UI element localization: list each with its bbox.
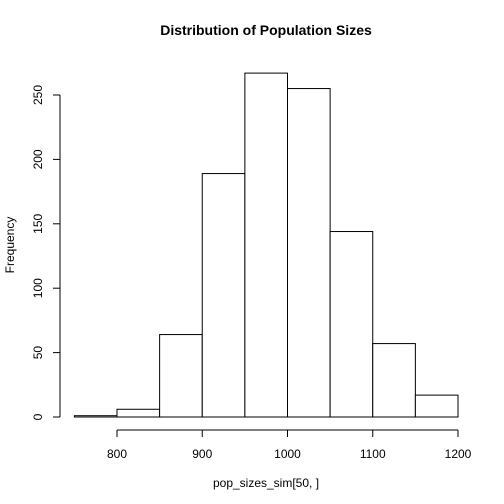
histogram-bar-8: [414, 394, 459, 418]
x-axis: 800 900 1000 1100 1200: [107, 429, 472, 461]
histogram-bar-2: [159, 334, 203, 418]
y-tick-label: 0: [31, 413, 45, 420]
y-tick-label: 200: [31, 149, 45, 169]
y-tick-label: 150: [31, 213, 45, 233]
y-axis: 0 50 100 150 200 250: [31, 85, 61, 420]
histogram-bar-3: [201, 173, 246, 418]
y-axis-label: Frequency: [3, 217, 17, 274]
histogram-bar-4: [244, 72, 288, 418]
y-tick-label: 250: [31, 85, 45, 105]
chart-title: Distribution of Population Sizes: [160, 22, 372, 38]
x-tick-label: 1000: [274, 447, 301, 461]
y-tick-label: 50: [31, 346, 45, 360]
histogram-bar-7: [372, 343, 416, 418]
x-tick-label: 900: [192, 447, 212, 461]
bars-group: [73, 72, 459, 418]
y-tick-label: 100: [31, 278, 45, 298]
histogram-bar-6: [329, 231, 374, 418]
x-axis-label: pop_sizes_sim[50, ]: [213, 476, 319, 490]
x-tick-label: 800: [107, 447, 127, 461]
x-tick-label: 1200: [445, 447, 472, 461]
histogram-bar-5: [287, 88, 331, 418]
histogram-bar-0: [73, 415, 118, 418]
histogram-bar-1: [116, 408, 161, 418]
x-tick-label: 1100: [360, 447, 386, 461]
